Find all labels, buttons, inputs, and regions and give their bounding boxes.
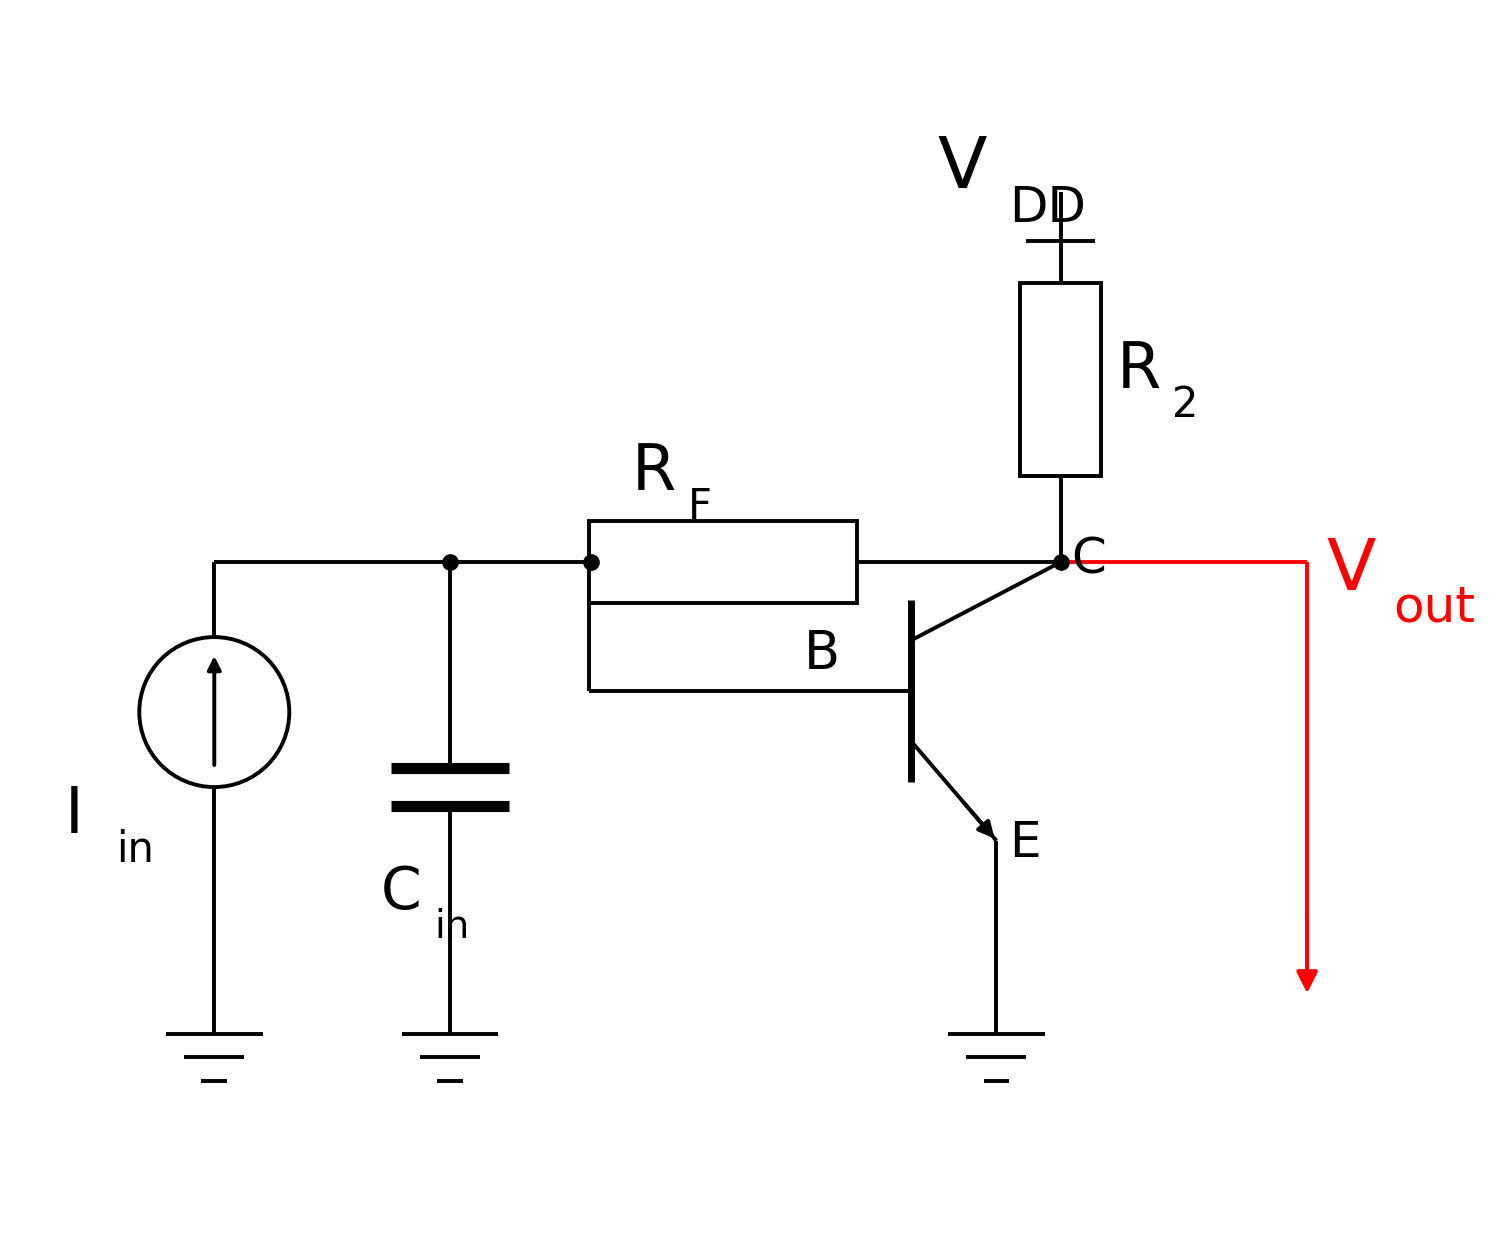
Text: C: C <box>381 864 422 922</box>
Text: DD: DD <box>1010 184 1086 232</box>
Text: B: B <box>804 628 840 679</box>
Bar <box>590 522 856 602</box>
Text: 2: 2 <box>1172 384 1198 426</box>
Text: R: R <box>632 441 676 503</box>
Text: V: V <box>938 134 987 204</box>
Text: C: C <box>1071 535 1107 584</box>
Text: out: out <box>1394 584 1474 632</box>
Text: R: R <box>1116 339 1161 401</box>
Text: V: V <box>1326 537 1376 605</box>
Text: E: E <box>1010 820 1041 867</box>
Text: in: in <box>116 828 153 871</box>
Bar <box>1020 283 1101 477</box>
Text: I: I <box>64 784 82 846</box>
Text: in: in <box>433 908 470 945</box>
Text: F: F <box>688 486 712 528</box>
